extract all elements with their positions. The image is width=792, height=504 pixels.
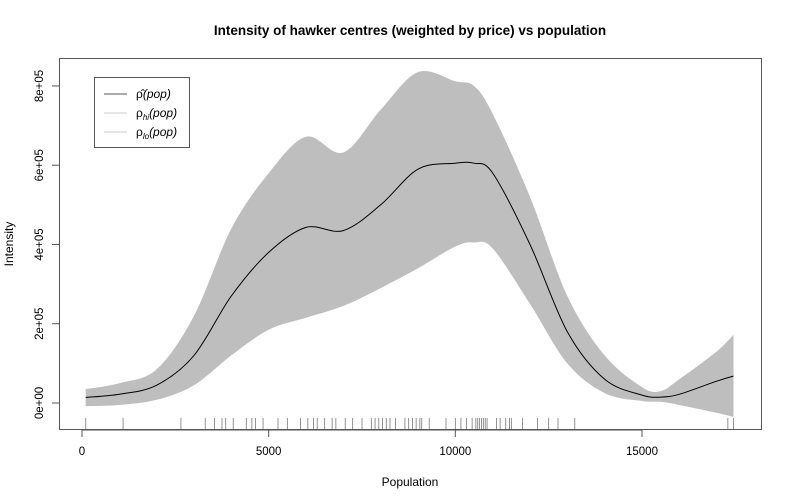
y-tick-label: 4e+05 — [34, 228, 46, 260]
y-tick-label: 0e+00 — [34, 387, 46, 419]
chart-title: Intensity of hawker centres (weighted by… — [214, 23, 606, 38]
rug-ticks — [85, 418, 734, 429]
y-tick-label: 2e+05 — [34, 308, 46, 340]
estimate-line — [85, 161, 734, 398]
legend-label: ρlo(pop) — [136, 125, 177, 141]
y-axis: 0e+00 2e+05 4e+05 6e+05 8e+05 — [34, 70, 60, 419]
legend-label: ρhi(pop) — [136, 106, 177, 122]
legend: ρ̂(pop) ρhi(pop) ρlo(pop) — [94, 77, 190, 148]
x-tick-label: 5000 — [256, 446, 282, 458]
plot-area — [85, 70, 734, 429]
x-axis: 0 5000 10000 15000 — [79, 429, 658, 458]
x-tick-label: 15000 — [626, 446, 658, 458]
x-tick-label: 10000 — [439, 446, 471, 458]
x-axis-label: Population — [382, 475, 439, 489]
y-tick-label: 8e+05 — [34, 70, 46, 102]
y-axis-label: Intensity — [2, 222, 16, 267]
y-tick-label: 6e+05 — [34, 149, 46, 181]
x-tick-label: 0 — [79, 446, 85, 458]
confidence-band — [85, 70, 734, 417]
legend-label: ρ̂(pop) — [136, 87, 171, 101]
